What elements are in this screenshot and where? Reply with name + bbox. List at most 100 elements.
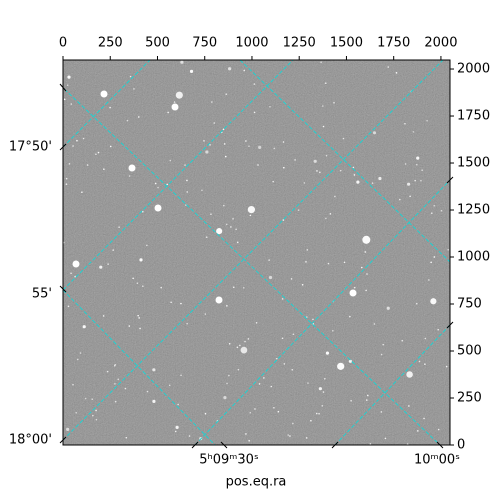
stars bbox=[63, 60, 450, 445]
star bbox=[306, 316, 308, 318]
y-tick-label: 1250 bbox=[457, 203, 490, 218]
star bbox=[424, 363, 426, 365]
star bbox=[297, 209, 300, 211]
star bbox=[139, 327, 141, 330]
star bbox=[128, 325, 131, 327]
star bbox=[380, 411, 383, 413]
star bbox=[82, 325, 86, 329]
x-tick-label: 1000 bbox=[235, 36, 268, 51]
y-tick-label: 0 bbox=[457, 438, 465, 453]
star bbox=[412, 131, 415, 133]
star bbox=[235, 228, 237, 231]
star bbox=[222, 128, 225, 131]
star bbox=[124, 387, 127, 390]
star bbox=[362, 235, 371, 244]
star bbox=[72, 145, 74, 147]
star bbox=[68, 163, 71, 165]
star bbox=[66, 427, 70, 431]
star bbox=[305, 261, 307, 263]
star bbox=[318, 387, 322, 391]
star bbox=[433, 256, 436, 258]
star bbox=[380, 353, 383, 356]
star bbox=[258, 145, 262, 149]
star bbox=[245, 140, 247, 142]
star bbox=[387, 66, 390, 68]
star bbox=[289, 435, 291, 437]
star bbox=[423, 417, 425, 420]
star bbox=[247, 338, 250, 340]
star bbox=[318, 412, 320, 415]
star bbox=[303, 182, 306, 184]
star bbox=[72, 260, 80, 268]
star bbox=[152, 399, 156, 404]
star bbox=[169, 159, 172, 162]
x-tick-label: 500 bbox=[145, 36, 170, 51]
ra-tick-label: 10ᵐ00ˢ bbox=[414, 453, 460, 468]
star bbox=[415, 163, 418, 166]
star bbox=[142, 285, 144, 287]
star bbox=[81, 191, 83, 193]
star bbox=[395, 72, 398, 74]
x-tick-label: 0 bbox=[59, 36, 67, 51]
star bbox=[248, 439, 250, 442]
grid-line bbox=[63, 87, 441, 445]
star bbox=[146, 244, 148, 247]
star bbox=[213, 122, 216, 124]
star bbox=[91, 398, 94, 400]
star bbox=[437, 428, 440, 431]
star bbox=[237, 368, 240, 371]
star bbox=[72, 383, 74, 386]
star bbox=[160, 286, 162, 289]
star bbox=[65, 177, 68, 180]
star bbox=[236, 241, 239, 244]
star bbox=[348, 359, 352, 363]
star bbox=[386, 306, 390, 310]
y-tick-label: 500 bbox=[457, 344, 482, 359]
star bbox=[398, 198, 401, 201]
star bbox=[129, 75, 132, 78]
star bbox=[215, 296, 223, 304]
x-tick-label: 750 bbox=[192, 36, 217, 51]
star bbox=[175, 425, 179, 429]
star bbox=[171, 103, 179, 111]
x-tick-label: 1500 bbox=[330, 36, 363, 51]
star bbox=[228, 374, 230, 377]
dec-tick-label: 18°00' bbox=[9, 433, 52, 448]
star bbox=[325, 154, 328, 157]
star bbox=[349, 315, 351, 318]
star bbox=[243, 69, 246, 72]
grid-line bbox=[334, 324, 450, 445]
star bbox=[353, 286, 356, 289]
star bbox=[433, 204, 435, 207]
star bbox=[66, 84, 69, 86]
star bbox=[137, 314, 139, 317]
y-tick-label: 750 bbox=[457, 297, 482, 312]
star bbox=[232, 218, 234, 220]
frame bbox=[62, 59, 451, 446]
star bbox=[152, 368, 156, 372]
star bbox=[118, 226, 120, 228]
star bbox=[352, 166, 355, 169]
y-tick-label: 250 bbox=[457, 391, 482, 406]
star bbox=[365, 289, 367, 292]
star bbox=[337, 362, 345, 370]
star bbox=[365, 399, 368, 401]
star bbox=[114, 400, 117, 403]
star bbox=[440, 209, 443, 212]
star bbox=[404, 122, 406, 125]
star bbox=[95, 418, 98, 421]
star bbox=[125, 436, 128, 439]
star bbox=[319, 171, 321, 174]
grid-line bbox=[239, 60, 450, 263]
star bbox=[282, 219, 285, 221]
y-tick-label: 1750 bbox=[457, 109, 490, 124]
star bbox=[186, 191, 189, 193]
star bbox=[428, 279, 430, 281]
star bbox=[437, 328, 440, 331]
star bbox=[180, 302, 182, 305]
y-tick-label: 1000 bbox=[457, 250, 490, 265]
star bbox=[226, 305, 228, 307]
star bbox=[228, 67, 232, 71]
star bbox=[146, 390, 149, 393]
star bbox=[177, 403, 179, 406]
